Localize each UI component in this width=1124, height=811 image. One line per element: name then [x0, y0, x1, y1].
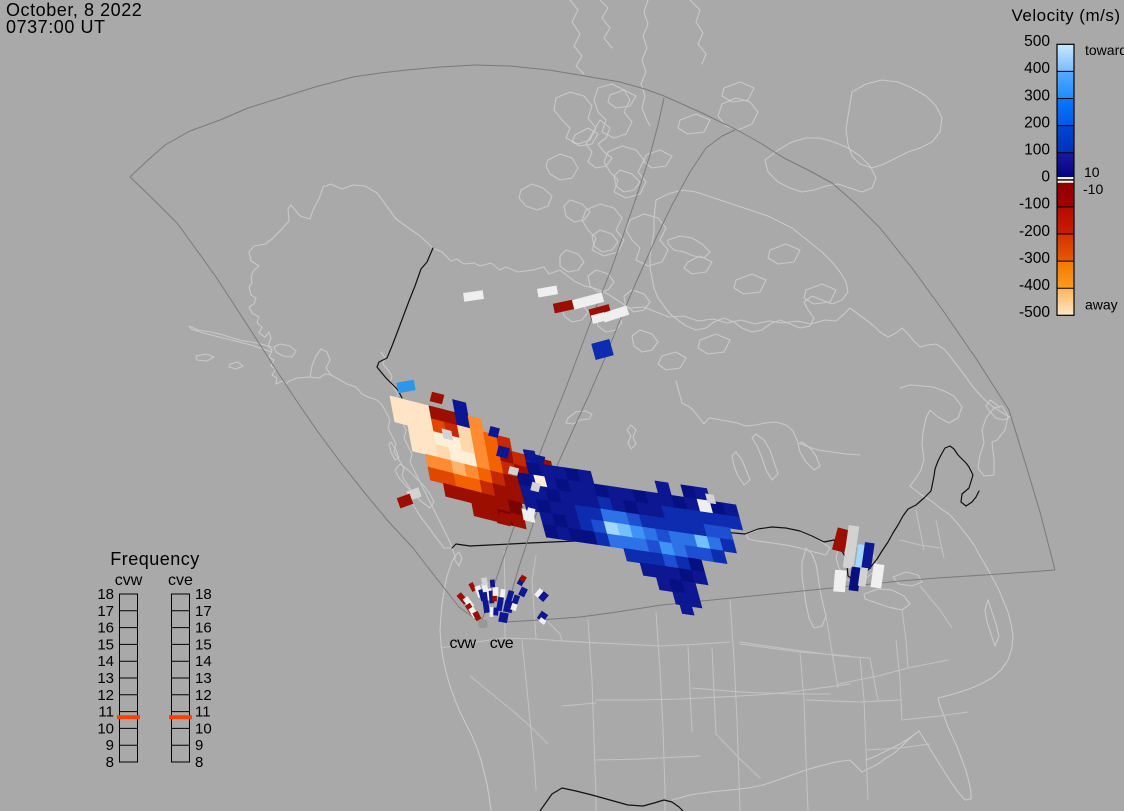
svg-text:-500: -500	[1019, 304, 1050, 321]
svg-text:400: 400	[1024, 60, 1050, 77]
svg-text:14: 14	[97, 653, 114, 670]
svg-text:-200: -200	[1019, 223, 1050, 240]
svg-text:12: 12	[97, 687, 114, 704]
svg-text:cvw: cvw	[449, 635, 476, 652]
svg-text:Velocity (m/s): Velocity (m/s)	[1011, 6, 1120, 25]
svg-text:0737:00 UT: 0737:00 UT	[6, 17, 106, 37]
svg-text:away: away	[1085, 297, 1118, 313]
svg-text:10: 10	[97, 720, 114, 737]
svg-text:100: 100	[1024, 142, 1050, 159]
svg-text:-400: -400	[1019, 277, 1050, 294]
svg-text:18: 18	[97, 586, 114, 603]
svg-text:Frequency: Frequency	[110, 549, 200, 569]
svg-text:toward: toward	[1085, 42, 1124, 58]
svg-text:13: 13	[195, 670, 212, 687]
svg-text:cve: cve	[490, 635, 514, 652]
svg-text:500: 500	[1024, 33, 1050, 50]
svg-text:16: 16	[195, 620, 212, 637]
svg-text:18: 18	[195, 586, 212, 603]
svg-text:October, 8 2022: October, 8 2022	[6, 0, 142, 20]
svg-text:8: 8	[195, 754, 203, 771]
svg-text:15: 15	[195, 636, 212, 653]
svg-text:16: 16	[97, 620, 114, 637]
svg-text:0: 0	[1041, 169, 1050, 186]
svg-text:9: 9	[106, 737, 114, 754]
svg-text:-10: -10	[1083, 181, 1103, 197]
svg-text:-300: -300	[1019, 250, 1050, 267]
svg-text:14: 14	[195, 653, 212, 670]
svg-text:15: 15	[97, 636, 114, 653]
svg-text:17: 17	[195, 603, 212, 620]
svg-text:10: 10	[1084, 164, 1100, 180]
svg-text:11: 11	[98, 704, 114, 721]
svg-text:11: 11	[195, 704, 211, 721]
svg-text:17: 17	[97, 603, 114, 620]
svg-text:300: 300	[1024, 87, 1050, 104]
svg-text:cvw: cvw	[115, 572, 143, 589]
svg-text:8: 8	[106, 754, 114, 771]
svg-text:-100: -100	[1019, 196, 1050, 213]
svg-text:cve: cve	[168, 572, 193, 589]
svg-text:10: 10	[195, 720, 212, 737]
svg-text:200: 200	[1024, 114, 1050, 131]
svg-text:12: 12	[195, 687, 212, 704]
svg-text:13: 13	[97, 670, 114, 687]
svg-text:9: 9	[195, 737, 203, 754]
